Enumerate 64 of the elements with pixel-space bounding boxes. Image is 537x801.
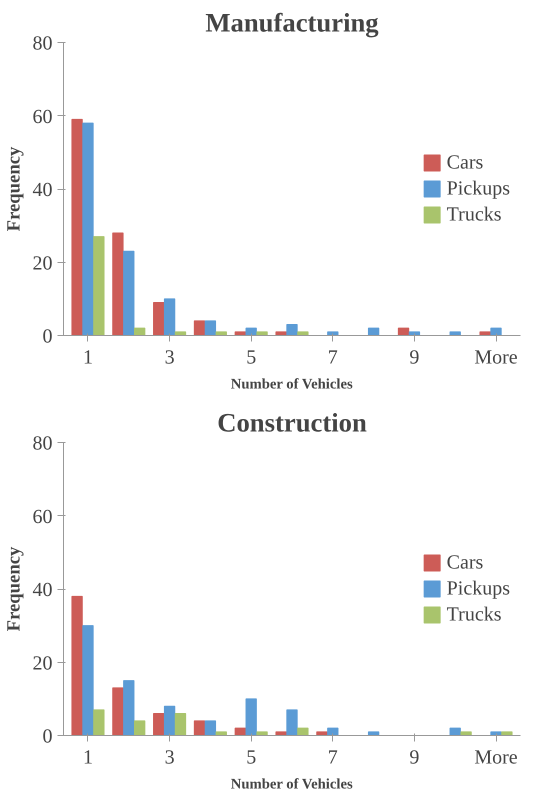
bar bbox=[164, 706, 176, 736]
x-tick-label: 7 bbox=[328, 746, 338, 768]
bar bbox=[174, 713, 186, 736]
x-tick-label: 3 bbox=[164, 346, 175, 368]
bar bbox=[297, 728, 309, 736]
x-tick-label: More bbox=[474, 746, 518, 768]
y-tick-label: 0 bbox=[42, 326, 52, 348]
y-tick-label: 80 bbox=[32, 32, 52, 54]
bar bbox=[204, 320, 216, 336]
y-tick-label: 40 bbox=[32, 579, 52, 601]
y-tick-label: 80 bbox=[32, 432, 52, 454]
x-tick-label: More bbox=[474, 346, 518, 368]
bar bbox=[490, 328, 502, 336]
bar bbox=[450, 728, 461, 736]
x-tick-label: 5 bbox=[246, 746, 256, 768]
y-axis-title: Frequency bbox=[4, 546, 24, 632]
bar bbox=[246, 698, 257, 736]
bar bbox=[286, 324, 298, 336]
bar bbox=[246, 328, 257, 336]
legend-label: Trucks bbox=[446, 203, 502, 226]
bar bbox=[71, 118, 83, 336]
bar bbox=[134, 720, 146, 736]
y-tick-label: 60 bbox=[32, 106, 52, 128]
bar bbox=[153, 302, 164, 336]
bar bbox=[153, 713, 164, 736]
x-tick-label: 5 bbox=[246, 346, 256, 368]
y-tick-label: 0 bbox=[42, 726, 52, 748]
bar bbox=[93, 236, 105, 336]
bar bbox=[82, 625, 94, 736]
bar bbox=[234, 728, 246, 736]
bar bbox=[93, 709, 105, 736]
bar bbox=[112, 687, 124, 736]
bar bbox=[286, 709, 298, 736]
bar bbox=[71, 596, 83, 736]
chart-title: Construction bbox=[217, 408, 367, 438]
legend-label: Pickups bbox=[446, 577, 510, 600]
x-tick-label: 1 bbox=[82, 346, 93, 368]
legend-label: Trucks bbox=[446, 603, 502, 626]
bar bbox=[82, 122, 94, 336]
bar bbox=[112, 232, 124, 336]
x-tick-label: 9 bbox=[409, 346, 420, 368]
y-axis-title: Frequency bbox=[4, 146, 24, 232]
y-tick-label: 20 bbox=[32, 652, 52, 674]
bar bbox=[123, 680, 134, 736]
legend-label: Cars bbox=[446, 551, 484, 574]
x-axis-title: Number of Vehicles bbox=[230, 776, 353, 792]
x-tick-label: 7 bbox=[328, 346, 338, 368]
y-tick-label: 40 bbox=[32, 179, 52, 201]
bar bbox=[123, 250, 134, 336]
bar bbox=[164, 298, 176, 336]
legend-label: Cars bbox=[446, 151, 484, 174]
x-tick-label: 1 bbox=[82, 746, 93, 768]
bar bbox=[327, 728, 338, 736]
y-tick-label: 20 bbox=[32, 252, 52, 274]
chart-title: Manufacturing bbox=[205, 8, 380, 38]
y-tick-label: 60 bbox=[32, 506, 52, 528]
bar bbox=[204, 720, 216, 736]
x-axis-title: Number of Vehicles bbox=[230, 376, 353, 392]
legend-label: Pickups bbox=[446, 177, 510, 200]
bar bbox=[398, 328, 410, 336]
x-tick-label: 9 bbox=[409, 746, 420, 768]
bar bbox=[134, 328, 146, 336]
bar bbox=[368, 328, 380, 336]
x-tick-label: 3 bbox=[164, 746, 175, 768]
